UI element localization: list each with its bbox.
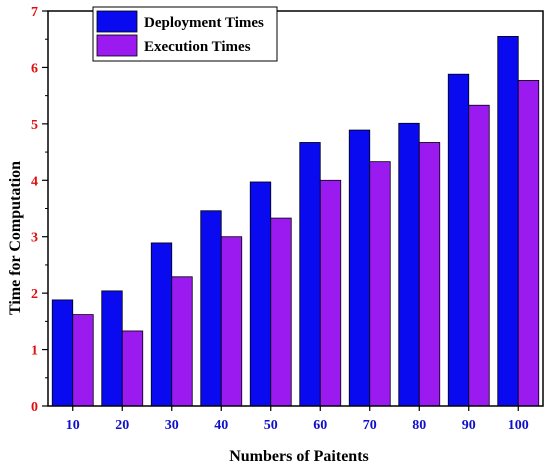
x-tick-label: 40 [214,418,228,433]
deployment-bar-90 [447,73,470,407]
y-axis-ticks: 0 1 2 3 4 5 6 7 [31,5,48,415]
execution-bar-70 [369,161,391,407]
x-tick-label: 80 [412,418,426,433]
deployment-bar-20 [101,290,123,407]
x-tick-label: 70 [363,418,377,433]
deployment-bar-10 [51,299,74,407]
x-tick-label: 30 [165,418,179,433]
execution-bar-90 [468,104,490,407]
y-tick-label: 5 [31,118,38,133]
legend: Deployment Times Execution Times [92,6,278,62]
x-tick-label: 90 [462,418,476,433]
deployment-bar-100 [497,35,519,407]
y-axis-title: Time for Computation [7,161,24,315]
execution-bar-100 [517,80,540,407]
x-axis-title: Numbers of Paitents [229,448,369,465]
execution-bar-20 [121,330,144,407]
legend-label-deployment: Deployment Times [144,15,264,31]
execution-bar-40 [220,236,243,407]
x-tick-label: 10 [66,418,80,433]
deployment-bar-30 [150,242,173,407]
x-axis-ticks: 10 20 30 40 50 60 70 80 90 100 [66,406,529,433]
y-tick-label: 4 [31,174,38,189]
legend-label-execution: Execution Times [144,39,251,55]
execution-bar-50 [270,217,292,407]
deployment-bar-40 [200,210,222,407]
x-tick-label: 100 [508,418,529,433]
deployment-bar-80 [398,122,420,407]
execution-bar-30 [171,276,193,407]
execution-bar-80 [418,142,441,407]
y-tick-label: 1 [31,344,38,359]
execution-bar-10 [72,314,94,407]
bars-layer [51,35,540,407]
deployment-bar-60 [299,142,321,407]
x-tick-label: 20 [115,418,129,433]
y-tick-label: 6 [31,61,38,76]
x-tick-label: 60 [313,418,327,433]
y-tick-label: 2 [31,287,38,302]
deployment-bar-70 [348,129,371,407]
legend-swatch-deployment [96,10,138,33]
y-tick-label: 3 [31,231,38,246]
x-tick-label: 50 [264,418,278,433]
y-tick-label: 0 [31,400,38,415]
deployment-bar-50 [249,181,272,407]
y-tick-label: 7 [31,5,38,20]
legend-swatch-execution [96,34,138,57]
execution-bar-60 [319,179,342,407]
